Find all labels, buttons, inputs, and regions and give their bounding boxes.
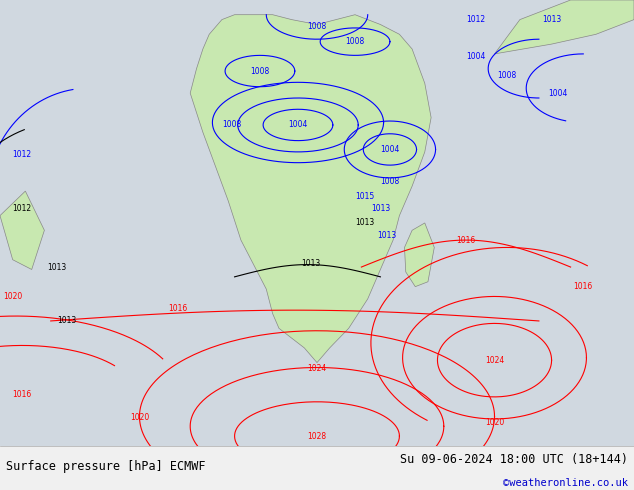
Text: 1013: 1013 xyxy=(371,204,390,213)
Text: 1008: 1008 xyxy=(307,23,327,31)
Text: 1012: 1012 xyxy=(466,15,485,24)
Text: 1024: 1024 xyxy=(485,356,504,365)
Text: 1012: 1012 xyxy=(13,204,32,213)
Text: 1013: 1013 xyxy=(377,231,396,240)
Polygon shape xyxy=(190,15,431,363)
Text: 1004: 1004 xyxy=(466,52,485,61)
Text: 1015: 1015 xyxy=(355,192,374,200)
Text: 1004: 1004 xyxy=(288,121,307,129)
Text: 1012: 1012 xyxy=(13,150,32,159)
Text: 1013: 1013 xyxy=(542,15,561,24)
Text: ©weatheronline.co.uk: ©weatheronline.co.uk xyxy=(503,478,628,488)
Text: 1016: 1016 xyxy=(574,282,593,291)
Text: 1016: 1016 xyxy=(456,236,476,245)
Text: 1013: 1013 xyxy=(48,263,67,271)
Text: 1013: 1013 xyxy=(301,259,320,268)
Text: 1016: 1016 xyxy=(13,390,32,399)
Text: 1013: 1013 xyxy=(355,219,374,227)
Text: 1008: 1008 xyxy=(346,37,365,46)
Text: 1013: 1013 xyxy=(57,317,76,325)
Text: Su 09-06-2024 18:00 UTC (18+144): Su 09-06-2024 18:00 UTC (18+144) xyxy=(399,453,628,466)
Text: 1008: 1008 xyxy=(498,72,517,80)
Text: 1020: 1020 xyxy=(3,292,22,301)
Text: 1004: 1004 xyxy=(380,145,399,154)
Polygon shape xyxy=(495,0,634,54)
Polygon shape xyxy=(404,223,434,287)
Text: 1028: 1028 xyxy=(307,432,327,441)
Text: 1008: 1008 xyxy=(222,121,241,129)
Text: Surface pressure [hPa] ECMWF: Surface pressure [hPa] ECMWF xyxy=(6,460,206,473)
Text: 1020: 1020 xyxy=(130,413,149,422)
Text: 1008: 1008 xyxy=(250,67,269,75)
Text: 1016: 1016 xyxy=(168,304,187,313)
Text: 1024: 1024 xyxy=(307,364,327,373)
FancyBboxPatch shape xyxy=(0,446,634,490)
Text: 1008: 1008 xyxy=(380,177,399,186)
Text: 1020: 1020 xyxy=(485,418,504,427)
Polygon shape xyxy=(0,191,44,270)
Text: 1004: 1004 xyxy=(548,89,567,98)
